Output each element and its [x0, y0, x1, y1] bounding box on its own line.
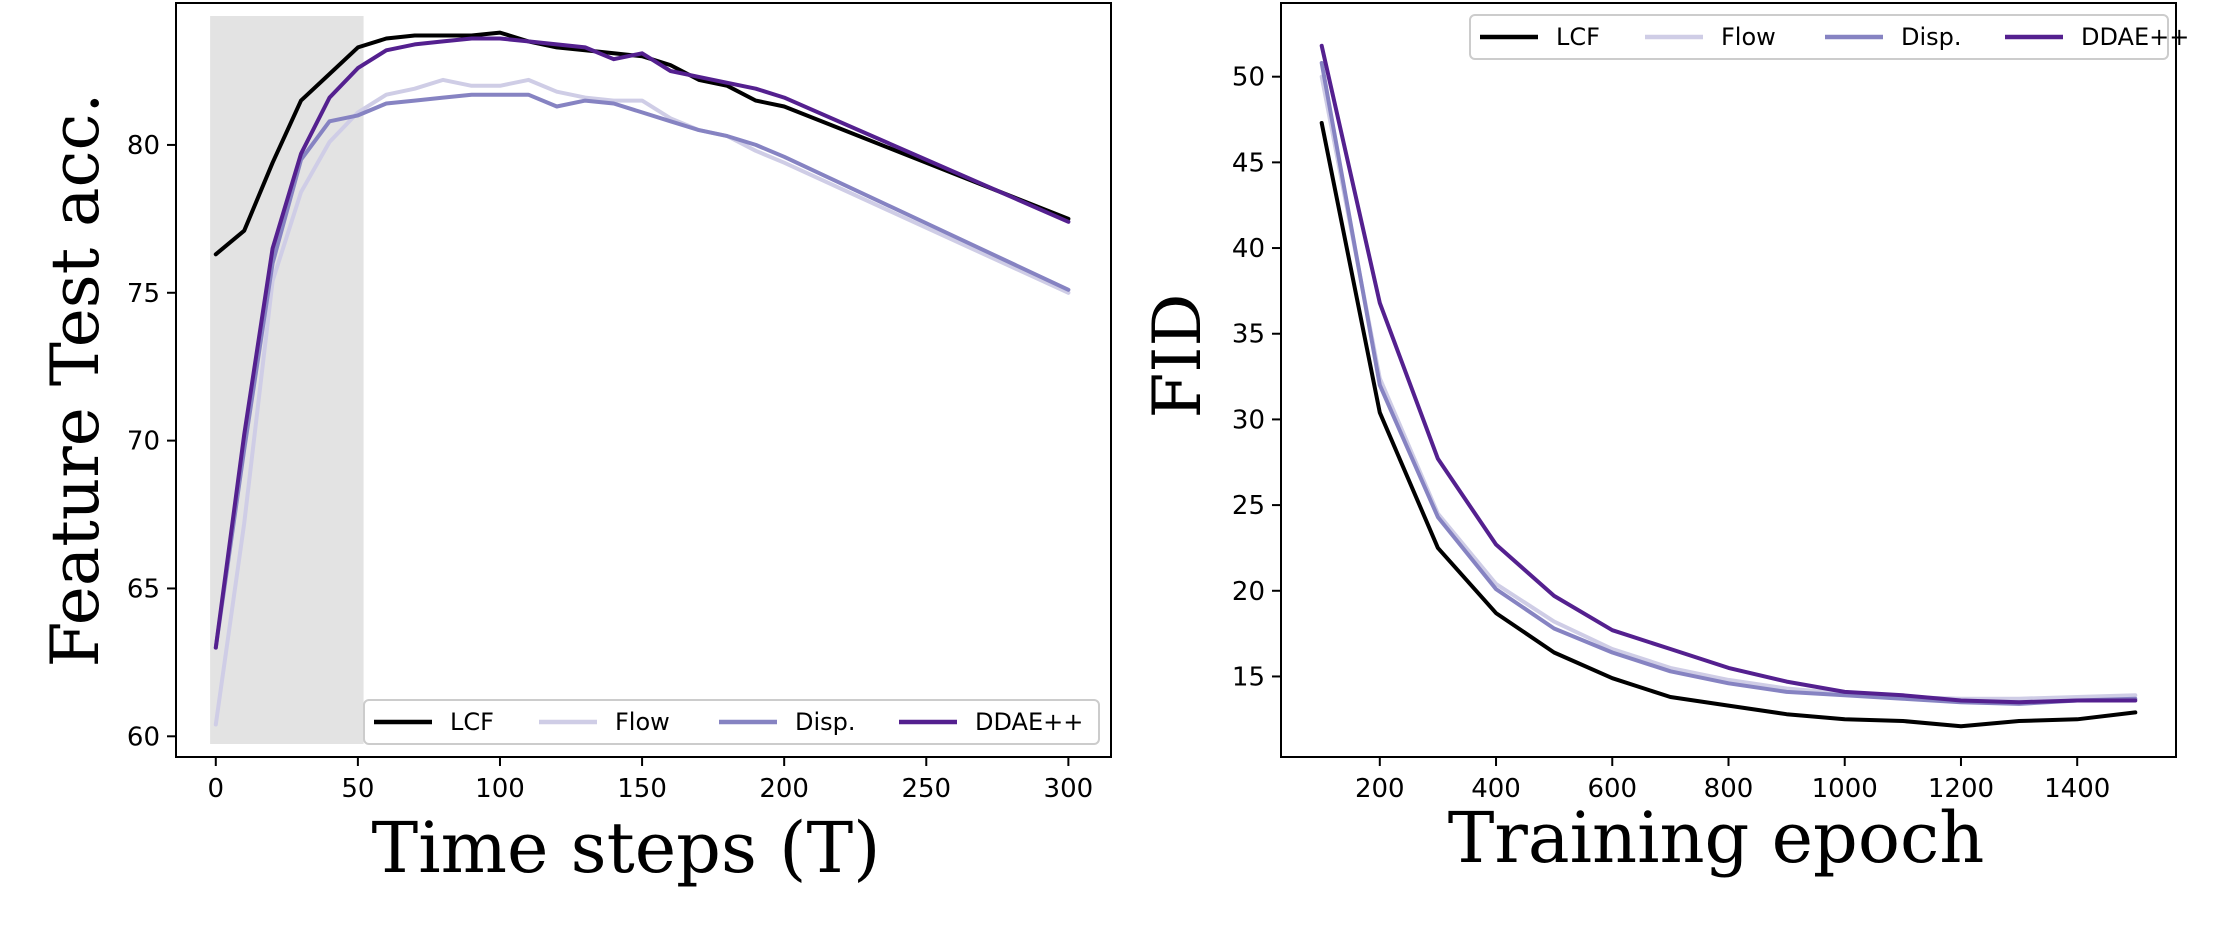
y-axis-label: FID [1139, 294, 1216, 419]
legend-entry: Flow [1721, 23, 1776, 51]
x-tick-label: 1000 [1812, 774, 1878, 804]
chart-feature-accuracy: 0 50 100 150 200 250 300 60 65 70 75 80 Time steps (… [37, 2, 1112, 889]
y-tick-label: 65 [127, 574, 160, 604]
x-tick-label: 200 [759, 774, 809, 804]
series-line-lcf [213, 30, 1071, 257]
legend-box [1469, 14, 2169, 60]
x-tick-label: 800 [1704, 774, 1754, 804]
y-axis-label: Feature Test acc. [37, 93, 114, 668]
y-tick-label: 70 [127, 427, 160, 457]
legend-entry: Flow [615, 708, 670, 736]
plot-frame [1280, 2, 2177, 758]
legend-entry: DDAE++ [2081, 23, 2189, 51]
legend: LCF Flow Disp. DDAE++ [363, 699, 1100, 745]
series-line-disp- [1319, 61, 2138, 706]
y-tick-label: 25 [1232, 491, 1265, 521]
legend-entry: LCF [1556, 23, 1600, 51]
x-tick-label: 150 [617, 774, 667, 804]
y-tick-label: 35 [1232, 320, 1265, 350]
y-tick-label: 20 [1232, 577, 1265, 607]
shaded-region [210, 16, 364, 744]
x-axis-label: Training epoch [1448, 797, 1985, 879]
y-tick-label: 75 [127, 279, 160, 309]
x-tick-label: 300 [1044, 774, 1094, 804]
legend: LCF Flow Disp. DDAE++ [1469, 14, 2189, 60]
x-tick-label: 50 [341, 774, 374, 804]
y-tick-label: 80 [127, 131, 160, 161]
series-line-lcf [1319, 121, 2138, 729]
y-tick-label: 50 [1232, 63, 1265, 93]
x-tick-label: 1400 [2044, 774, 2110, 804]
y-tick-label: 45 [1232, 148, 1265, 178]
legend-entry: Disp. [1901, 23, 1962, 51]
x-tick-label: 100 [475, 774, 525, 804]
chart-fid: 200 400 600 800 1000 1200 1400 15 20 25 30 35 40 45 50… [1139, 2, 2189, 879]
series-line-ddae- [213, 36, 1071, 650]
series-line-disp- [213, 92, 1071, 650]
y-tick-label: 40 [1232, 234, 1265, 264]
x-tick-label: 1200 [1928, 774, 1994, 804]
legend-entry: Disp. [795, 708, 856, 736]
legend-entry: LCF [450, 708, 494, 736]
series-line-flow [1319, 74, 2138, 701]
x-axis-label: Time steps (T) [372, 807, 881, 889]
y-tick-label: 30 [1232, 405, 1265, 435]
x-tick-label: 200 [1355, 774, 1405, 804]
plot-frame [175, 2, 1112, 758]
x-tick-label: 250 [901, 774, 951, 804]
legend-entry: DDAE++ [975, 708, 1083, 736]
series-line-ddae- [1319, 43, 2138, 705]
y-tick-label: 60 [127, 722, 160, 752]
x-tick-label: 600 [1587, 774, 1637, 804]
x-tick-label: 0 [208, 774, 225, 804]
x-tick-label: 400 [1471, 774, 1521, 804]
y-tick-label: 15 [1232, 662, 1265, 692]
